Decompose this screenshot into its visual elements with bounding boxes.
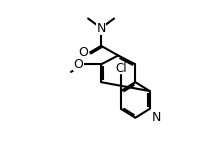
- Text: Cl: Cl: [115, 62, 127, 75]
- Text: N: N: [96, 22, 106, 35]
- Text: O: O: [73, 58, 83, 71]
- Text: N: N: [152, 111, 161, 124]
- Text: O: O: [79, 46, 88, 59]
